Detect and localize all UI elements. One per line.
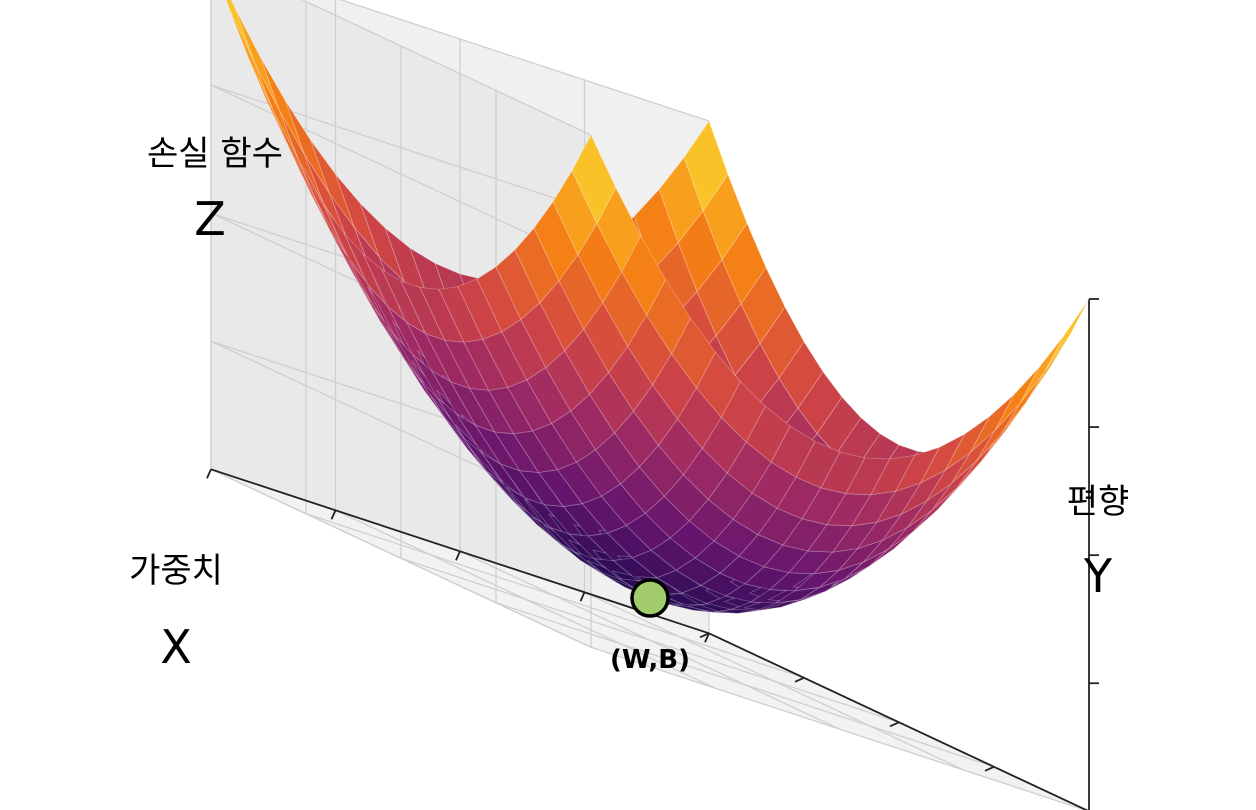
x-axis-tick [455, 550, 461, 561]
z-axis-letter: Z [194, 192, 226, 246]
floor-grid-y [495, 602, 995, 768]
axis-lines [206, 298, 1099, 810]
z-axis-title: 손실 함수 [147, 134, 283, 174]
surface-mesh [225, 0, 1090, 614]
y-axis-tick [794, 676, 805, 683]
y-axis-tick [699, 632, 710, 639]
floor-grid-y [590, 646, 1088, 810]
y-axis-letter: Y [1083, 549, 1113, 603]
x-axis-tick [330, 509, 337, 520]
wall-grid-z [339, 0, 710, 122]
surface-patch [1019, 335, 1065, 404]
surface-patch [994, 366, 1040, 431]
wall-grid-z [210, 468, 592, 648]
floor-grid-x [335, 509, 716, 689]
minimum-point-label: (W,B) [610, 645, 690, 675]
wall-grid-z [301, 0, 592, 136]
surface-patch [1044, 298, 1090, 372]
x-axis-tick [704, 632, 710, 643]
x-axis-letter: X [160, 620, 192, 674]
minimum-point-dot [630, 578, 670, 618]
floor-grid-y [400, 557, 900, 723]
y-axis-tick [984, 765, 995, 772]
y-axis-tick [889, 721, 900, 728]
x-axis-tick [579, 591, 586, 602]
y-axis-line [708, 632, 1089, 810]
minimum-marker [630, 578, 670, 618]
x-axis-title: 가중치 [129, 551, 223, 591]
y-axis-title: 편향 [1067, 482, 1130, 522]
x-axis-tick [206, 468, 212, 479]
